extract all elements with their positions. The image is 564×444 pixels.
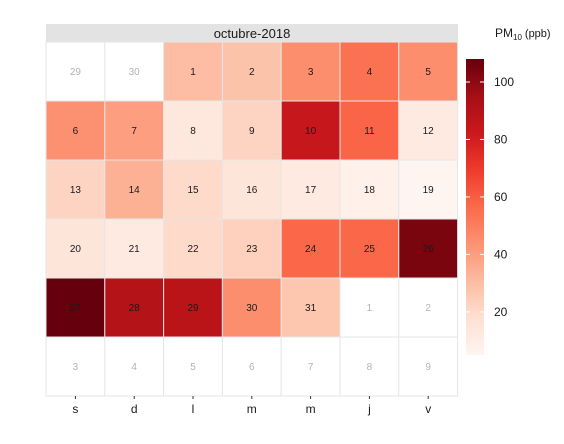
day-label: 7: [131, 126, 137, 137]
colorbar-tick-label: 60: [494, 190, 508, 204]
day-label: 9: [249, 126, 255, 137]
day-label: 4: [131, 362, 137, 373]
colorbar-tick-label: 20: [494, 305, 508, 319]
day-label: 9: [425, 362, 431, 373]
colorbar-tick-label: 100: [494, 75, 514, 89]
legend: PM10 (ppb) 20 40 60 80 100: [466, 26, 551, 355]
weekday-label: d: [131, 402, 138, 416]
day-cell: [163, 277, 223, 338]
day-label: 1: [190, 67, 196, 78]
day-label: 15: [187, 185, 199, 196]
day-cell: [280, 41, 341, 102]
day-cell: [339, 100, 400, 161]
day-label: 25: [364, 244, 376, 255]
day-label: 27: [70, 303, 82, 314]
day-label: 22: [187, 244, 199, 255]
day-cell: [280, 159, 341, 220]
day-label: 2: [425, 303, 431, 314]
day-label: 19: [423, 185, 435, 196]
colorbar-tick-label: 40: [494, 247, 508, 261]
weekday-label: m: [247, 402, 257, 416]
day-cell: [339, 336, 400, 397]
day-label: 31: [305, 303, 317, 314]
day-cell: [280, 100, 341, 161]
day-label: 3: [308, 67, 314, 78]
day-label: 30: [129, 67, 141, 78]
day-cell: [163, 336, 223, 397]
day-cell: [339, 41, 400, 102]
day-label: 14: [129, 185, 141, 196]
day-label: 8: [190, 126, 196, 137]
day-label: 7: [308, 362, 314, 373]
day-cell: [163, 218, 223, 279]
day-cell: [280, 277, 341, 338]
legend-title-subscript: 10: [513, 33, 522, 42]
day-cell: [221, 277, 282, 338]
day-label: 18: [364, 185, 376, 196]
weekday-label: s: [72, 402, 78, 416]
day-cell: [45, 277, 106, 338]
day-label: 5: [190, 362, 196, 373]
day-label: 23: [246, 244, 258, 255]
day-cell: [221, 218, 282, 279]
day-cell: [45, 159, 106, 220]
day-label: 29: [70, 67, 82, 78]
day-cell: [398, 159, 459, 220]
day-cell: [398, 218, 459, 279]
legend-title-main: PM: [495, 26, 513, 40]
day-label: 3: [73, 362, 79, 373]
day-label: 26: [423, 244, 435, 255]
day-cell: [221, 336, 282, 397]
day-label: 21: [129, 244, 141, 255]
day-label: 28: [129, 303, 141, 314]
day-label: 2: [249, 67, 255, 78]
day-label: 11: [364, 126, 375, 137]
day-cell: [45, 336, 106, 397]
day-label: 6: [249, 362, 255, 373]
day-label: 24: [305, 244, 317, 255]
day-label: 5: [425, 67, 431, 78]
legend-title-unit: (ppb): [525, 28, 551, 40]
weekday-label: j: [367, 402, 371, 416]
day-label: 17: [305, 185, 317, 196]
day-label: 10: [305, 126, 317, 137]
strip-title: octubre-2018: [214, 26, 291, 41]
day-label: 13: [70, 185, 82, 196]
colorbar: [466, 59, 484, 355]
weekday-label: m: [306, 402, 316, 416]
day-cell: [45, 100, 106, 161]
day-label: 8: [367, 362, 373, 373]
day-label: 30: [246, 303, 258, 314]
day-cell: [221, 100, 282, 161]
day-cell: [398, 100, 459, 161]
day-cell: [339, 277, 400, 338]
day-label: 6: [73, 126, 79, 137]
day-label: 16: [246, 185, 258, 196]
legend-title: PM10 (ppb): [495, 26, 551, 42]
weekday-label: l: [192, 402, 195, 416]
day-cell: [221, 159, 282, 220]
day-label: 4: [367, 67, 373, 78]
day-cell: [398, 336, 459, 397]
day-label: 20: [70, 244, 82, 255]
day-cell: [104, 336, 165, 397]
day-cell: [398, 41, 459, 102]
day-cell: [104, 100, 165, 161]
day-cell: [339, 218, 400, 279]
weekday-label: v: [425, 402, 431, 416]
day-cell: [398, 277, 459, 338]
day-label: 1: [367, 303, 373, 314]
strip-background: [46, 24, 458, 42]
day-label: 29: [187, 303, 199, 314]
colorbar-tick-label: 80: [494, 132, 508, 146]
day-label: 12: [423, 126, 435, 137]
day-cell: [45, 218, 106, 279]
